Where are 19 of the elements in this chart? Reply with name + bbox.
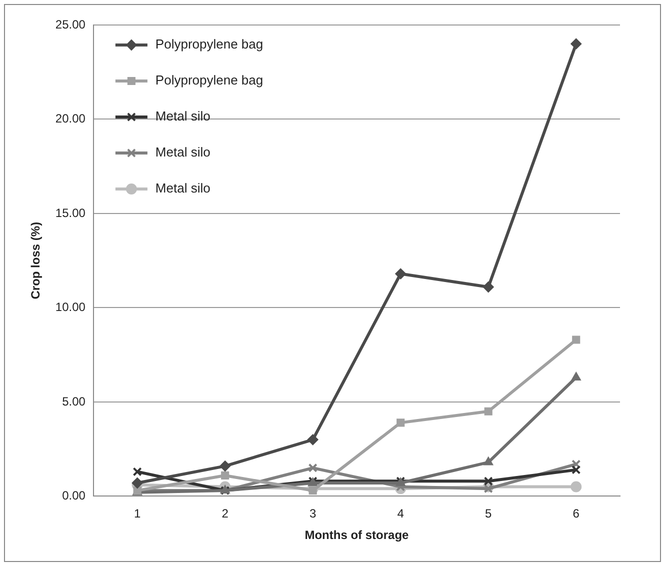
x-tick-label: 1 [134,506,141,521]
x-tick-label: 3 [309,506,316,521]
y-tick-label: 5.00 [62,394,86,408]
x-axis-title: Months of storage [304,528,410,542]
legend-label: Polypropylene bag [155,36,264,52]
y-tick-label: 0.00 [62,488,86,503]
y-tick-label: 10.00 [55,300,86,314]
legend-label: Metal silo [155,180,210,196]
y-tick-label: 25.00 [55,17,86,32]
x-tick-label: 4 [397,506,404,521]
y-tick-label: 15.00 [55,206,86,220]
legend-label: Metal silo [155,144,210,160]
x-tick-label: 5 [485,506,492,521]
legend-label: Metal silo [155,108,210,124]
x-tick-label: 2 [222,506,229,521]
x-tick-label: 6 [572,506,580,521]
y-axis-title: Crop loss (%) [28,222,43,300]
y-tick-label: 20.00 [55,112,86,126]
legend-label: Polypropylene bag [155,72,264,88]
